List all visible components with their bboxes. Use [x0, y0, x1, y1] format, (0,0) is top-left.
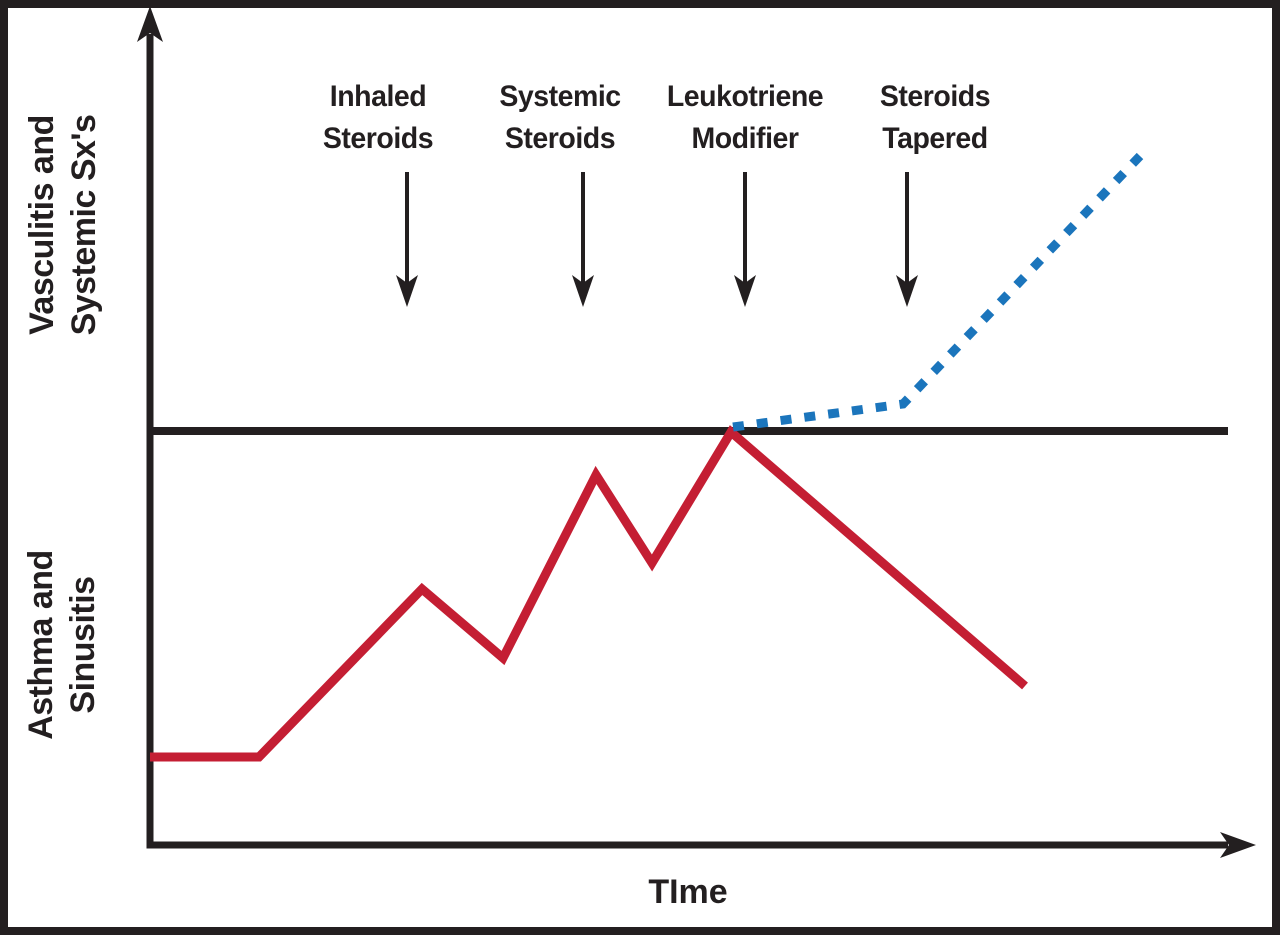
annotation-line2: Steroids	[504, 122, 616, 155]
annotation-label-steroids-tapered: Steroids Tapered	[879, 76, 991, 160]
annotation-line1: Systemic	[499, 80, 621, 113]
annotation-label-leukotriene-modifier: Leukotriene Modifier	[666, 76, 824, 160]
lower-region-label-line1: Asthma and	[22, 550, 60, 740]
x-axis-label: TIme	[648, 873, 728, 911]
y-axis-arrowhead	[137, 6, 163, 42]
upper-region-label-line1: Vasculitis and	[23, 115, 61, 335]
annotation-arrowhead	[896, 275, 918, 307]
vasculitis-systemic-series-line	[732, 152, 1144, 432]
annotation-label-systemic-steroids: Systemic Steroids	[499, 76, 621, 160]
annotation-line2: Steroids	[322, 122, 434, 155]
x-axis-arrowhead	[1220, 832, 1256, 858]
annotation-label-inhaled-steroids: Inhaled Steroids	[322, 76, 434, 160]
annotation-arrowhead	[572, 275, 594, 307]
annotation-line1: Leukotriene	[666, 80, 824, 113]
asthma-sinusitis-series-line	[150, 425, 1028, 762]
annotation-line2: Modifier	[691, 122, 799, 155]
annotation-arrowhead	[734, 275, 756, 307]
upper-region-label-line2: Systemic Sx's	[65, 114, 103, 336]
annotation-arrowhead	[396, 275, 418, 307]
lower-region-label-line2: Sinusitis	[64, 576, 102, 714]
annotation-line1: Inhaled	[329, 80, 427, 113]
annotation-line1: Steroids	[879, 80, 991, 113]
annotation-arrows	[396, 172, 918, 307]
annotation-line2: Tapered	[882, 122, 988, 155]
